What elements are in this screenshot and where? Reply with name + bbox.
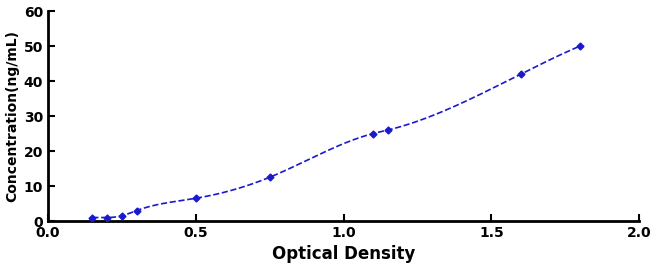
Y-axis label: Concentration(ng/mL): Concentration(ng/mL) [5, 30, 20, 202]
X-axis label: Optical Density: Optical Density [272, 245, 415, 263]
